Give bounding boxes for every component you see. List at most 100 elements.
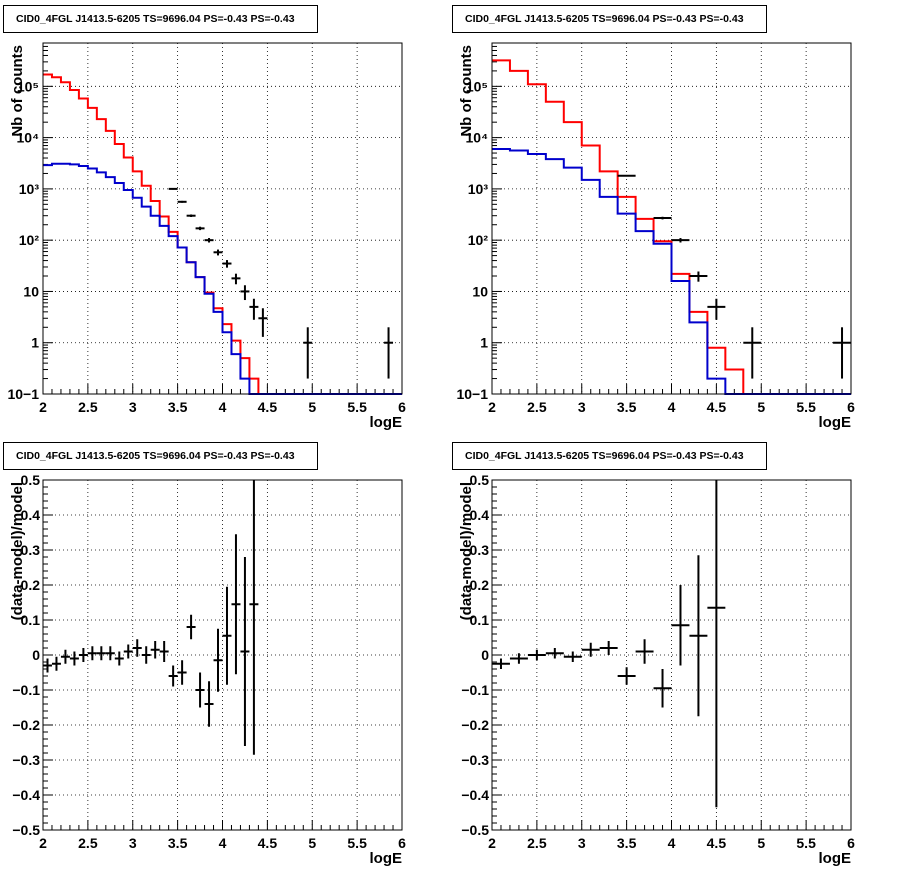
data-point (258, 308, 268, 337)
counts-plot-right: 2 2.5 3 3.5 4 4.5 5 5.5 6 10−1 1 10 10² 10³ 10⁴ 10⁵ logE… (456, 42, 855, 431)
histogram-series-1 (492, 147, 851, 395)
plot-frame (42, 42, 403, 395)
y-tick-label: 10⁵ (17, 78, 39, 94)
plot-title: CID0_4FGL J1413.5-6205 TS=9696.04 PS=-0.… (452, 442, 767, 470)
x-tick-label: 5 (308, 835, 316, 851)
data-point (617, 174, 636, 177)
x-tick-label: 2 (488, 835, 496, 851)
y-tick-label: 10³ (19, 181, 40, 197)
data-point (509, 653, 528, 664)
data-point (707, 298, 726, 320)
y-tick-label: 10−1 (7, 386, 39, 402)
y-tick-label: 10−1 (456, 386, 488, 402)
y-tick-label: −0.4 (12, 787, 40, 803)
y-tick-label: −0.1 (12, 682, 40, 698)
y-tick-label: 10⁴ (466, 130, 489, 146)
x-axis-label: logE (819, 414, 852, 431)
y-tick-label: −0.3 (461, 752, 489, 768)
y-tick-label: 0.1 (470, 612, 490, 628)
x-tick-label: 6 (847, 835, 855, 851)
x-tick-label: 6 (847, 399, 855, 415)
x-axis-label: logE (370, 850, 403, 867)
x-tick-label: 3.5 (168, 399, 188, 415)
data-point (204, 238, 214, 243)
y-tick-label: 1 (31, 335, 39, 351)
x-tick-label: 5.5 (347, 835, 367, 851)
y-tick-label: −0.5 (12, 822, 40, 838)
y-tick-label: 10 (472, 283, 488, 299)
y-tick-label: 10⁴ (17, 130, 40, 146)
data-point (43, 658, 52, 673)
y-tick-label: 10 (23, 283, 39, 299)
residual-plot-left: 2 2.5 3 3.5 4 4.5 5 5.5 6 −0.5 −0.4 −0.3 −0.2 −0.1 0 0.… (9, 472, 406, 867)
x-tick-label: 4.5 (707, 399, 727, 415)
data-point (492, 658, 510, 669)
data-point (617, 667, 636, 685)
data-point (249, 480, 259, 755)
x-tick-label: 2.5 (78, 399, 98, 415)
y-tick-label: 10³ (468, 181, 489, 197)
x-tick-label: 3 (129, 835, 137, 851)
plot-frame (42, 479, 403, 831)
data-point (105, 646, 115, 661)
y-tick-label: 0 (481, 647, 489, 663)
data-point (222, 586, 232, 685)
counts-plot-left: 2 2.5 3 3.5 4 4.5 5 5.5 6 10−1 1 10 10² 10³ 10⁴ 10⁵ logE… (7, 42, 406, 431)
x-tick-label: 5.5 (796, 835, 816, 851)
x-tick-label: 6 (398, 399, 406, 415)
plot-frame (491, 479, 852, 831)
data-point (123, 644, 133, 659)
data-point (249, 298, 259, 320)
x-tick-label: 5 (757, 399, 765, 415)
x-tick-label: 3 (129, 399, 137, 415)
x-tick-label: 5 (757, 835, 765, 851)
data-point (743, 327, 762, 379)
data-point (671, 585, 690, 666)
x-tick-label: 2 (488, 399, 496, 415)
x-tick-label: 3.5 (168, 835, 188, 851)
x-tick-label: 2 (39, 835, 47, 851)
x-tick-label: 4 (668, 835, 676, 851)
residual-plot-right: 2 2.5 3 3.5 4 4.5 5 5.5 6 −0.5 −0.4 −0.3 −0.2 −0.1 0 0.… (458, 472, 855, 867)
data-point (635, 639, 654, 664)
x-axis-label: logE (370, 414, 403, 431)
data-point (833, 327, 851, 379)
y-axis-label: (data-model)/model (9, 482, 26, 620)
x-tick-label: 3 (578, 835, 586, 851)
plot-frame (491, 42, 852, 395)
plot-title: CID0_4FGL J1413.5-6205 TS=9696.04 PS=-0.… (452, 5, 767, 33)
plot-title: CID0_4FGL J1413.5-6205 TS=9696.04 PS=-0.… (3, 442, 318, 470)
data-point (186, 614, 196, 640)
x-tick-label: 3.5 (617, 399, 637, 415)
x-tick-label: 4.5 (258, 399, 278, 415)
y-tick-label: −0.2 (12, 717, 40, 733)
x-tick-label: 4.5 (258, 835, 278, 851)
x-tick-label: 2.5 (78, 835, 98, 851)
y-tick-label: 1 (480, 335, 488, 351)
x-tick-label: 3 (578, 399, 586, 415)
data-point (186, 214, 196, 218)
x-tick-label: 4.5 (707, 835, 727, 851)
data-point (177, 660, 187, 685)
data-point (69, 651, 79, 666)
y-tick-label: 0.5 (21, 472, 41, 488)
y-tick-label: −0.1 (461, 682, 489, 698)
data-point (689, 555, 708, 717)
y-tick-label: −0.4 (461, 787, 489, 803)
data-point (168, 187, 178, 190)
data-point (168, 665, 178, 687)
data-point (563, 651, 582, 662)
y-axis-label: (data-model)/model (458, 482, 475, 620)
y-tick-label: 0.2 (470, 577, 490, 593)
data-point (707, 480, 726, 808)
plot-title: CID0_4FGL J1413.5-6205 TS=9696.04 PS=-0.… (3, 5, 318, 33)
x-tick-label: 4 (668, 399, 676, 415)
x-tick-label: 4 (219, 835, 227, 851)
data-point (114, 651, 124, 666)
data-point (240, 285, 250, 301)
x-tick-label: 5 (308, 399, 316, 415)
y-tick-label: 10² (468, 232, 489, 248)
y-tick-label: 0.4 (470, 507, 490, 523)
y-tick-label: 10⁵ (466, 78, 488, 94)
